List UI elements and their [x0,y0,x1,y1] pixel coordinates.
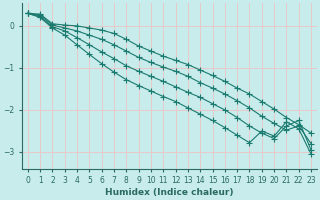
X-axis label: Humidex (Indice chaleur): Humidex (Indice chaleur) [105,188,234,197]
